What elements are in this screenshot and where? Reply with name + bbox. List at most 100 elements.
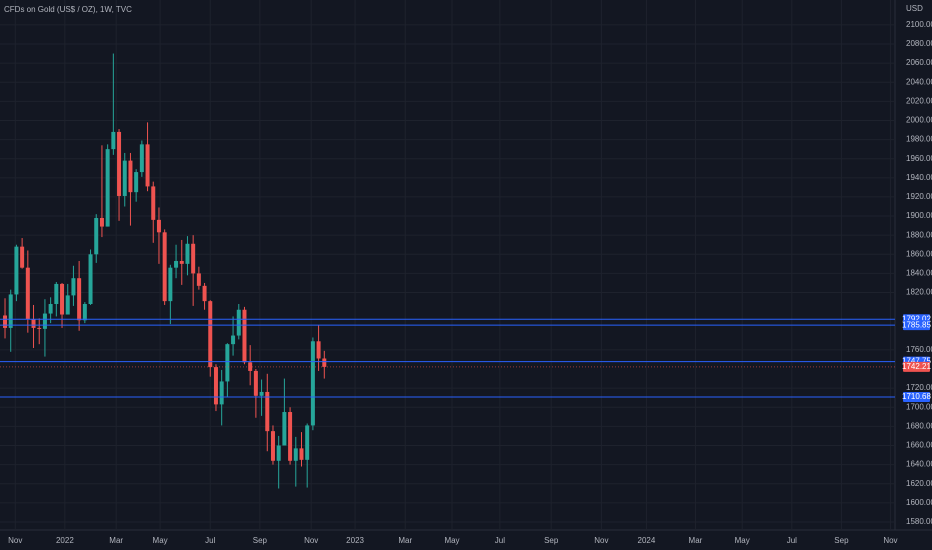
- y-tick-label: 2040.00: [906, 77, 932, 86]
- candle-body: [305, 425, 310, 460]
- x-tick-label: May: [735, 536, 750, 545]
- x-tick-label: Mar: [109, 536, 123, 545]
- level-label: 1747.75: [902, 357, 931, 366]
- candle-body: [259, 391, 264, 396]
- candle-body: [77, 278, 82, 321]
- y-tick-label: 1640.00: [906, 460, 932, 469]
- last-price-label: 1742.21: [902, 362, 931, 371]
- candle-body: [219, 381, 224, 405]
- y-tick-label: 1820.00: [906, 288, 932, 297]
- y-tick-label: 2080.00: [906, 39, 932, 48]
- y-tick-label: 1860.00: [906, 249, 932, 258]
- y-tick-label: 2060.00: [906, 58, 932, 67]
- candle-body: [99, 217, 104, 227]
- y-tick-label: 1940.00: [906, 173, 932, 182]
- level-label-bg: [903, 320, 930, 331]
- x-tick-label: 2024: [638, 536, 656, 545]
- candle-body: [82, 304, 87, 321]
- candle-body: [282, 412, 287, 446]
- candle-body: [20, 246, 25, 268]
- level-label: 1710.68: [902, 392, 931, 401]
- candle-body: [105, 149, 110, 227]
- x-tick-label: Jul: [495, 536, 505, 545]
- candle-body: [71, 278, 76, 296]
- y-tick-label: 1600.00: [906, 498, 932, 507]
- x-tick-label: Nov: [883, 536, 897, 545]
- candle-body: [196, 273, 201, 286]
- y-tick-label: 2100.00: [906, 20, 932, 29]
- level-label: 1792.02: [902, 314, 931, 323]
- x-tick-label: Sep: [544, 536, 559, 545]
- candle-body: [145, 144, 150, 187]
- candle-body: [42, 313, 47, 329]
- candle-body: [174, 260, 179, 268]
- x-tick-label: May: [153, 536, 168, 545]
- y-tick-label: 1620.00: [906, 479, 932, 488]
- x-tick-label: Jul: [205, 536, 215, 545]
- y-tick-label: 1760.00: [906, 345, 932, 354]
- candle-body: [151, 186, 156, 220]
- candle-body: [139, 144, 144, 173]
- candle-body: [288, 412, 293, 461]
- x-tick-label: Sep: [834, 536, 849, 545]
- candle-body: [310, 341, 315, 426]
- candle-body: [37, 327, 42, 329]
- x-tick-label: Nov: [594, 536, 608, 545]
- candle-body: [231, 335, 236, 345]
- candle-body: [242, 309, 247, 363]
- y-tick-label: 2000.00: [906, 116, 932, 125]
- x-tick-label: Sep: [253, 536, 268, 545]
- candle-body: [236, 309, 241, 336]
- candle-body: [265, 391, 270, 432]
- x-tick-label: 2023: [346, 536, 364, 545]
- candle-body: [270, 431, 275, 461]
- y-tick-label: 1880.00: [906, 230, 932, 239]
- candle-body: [208, 301, 213, 368]
- candle-body: [122, 160, 127, 196]
- y-tick-label: 1960.00: [906, 154, 932, 163]
- candle-body: [316, 341, 321, 359]
- candle-body: [48, 304, 53, 314]
- candle-body: [213, 367, 218, 405]
- axes: 1580.00 1600.00 1620.00 1640.00 1660.00 1680.…: [8, 20, 932, 545]
- candle-body: [202, 285, 207, 302]
- candle-body: [54, 283, 59, 305]
- chart-title: CFDs on Gold (US$ / OZ), 1W, TVC: [4, 5, 132, 14]
- y-axis-label: USD: [906, 4, 923, 13]
- y-tick-label: 1920.00: [906, 192, 932, 201]
- y-tick-label: 1660.00: [906, 441, 932, 450]
- y-tick-label: 1840.00: [906, 269, 932, 278]
- last-price-bg: [903, 361, 930, 372]
- candle-body: [94, 217, 99, 255]
- y-tick-label: 1680.00: [906, 421, 932, 430]
- candle-body: [128, 160, 133, 193]
- candle-body: [299, 448, 304, 460]
- level-label: 1785.85: [902, 320, 931, 329]
- x-tick-label: Nov: [304, 536, 318, 545]
- y-tick-label: 2020.00: [906, 96, 932, 105]
- candle-body: [276, 445, 281, 461]
- candle-body: [191, 243, 196, 274]
- candle-body: [253, 370, 258, 396]
- candle-body: [185, 243, 190, 264]
- candle-body: [14, 246, 19, 295]
- candle-body: [88, 254, 93, 305]
- candle-body: [322, 358, 327, 367]
- candle-body: [168, 267, 173, 302]
- y-tick-label: 1900.00: [906, 211, 932, 220]
- x-tick-label: Nov: [8, 536, 22, 545]
- y-tick-label: 1980.00: [906, 135, 932, 144]
- candle-body: [31, 319, 36, 328]
- candle-body: [8, 294, 13, 328]
- y-tick-label: 1580.00: [906, 517, 932, 526]
- plot: [0, 53, 895, 489]
- candle-body: [3, 315, 8, 328]
- candle-body: [156, 219, 161, 233]
- x-tick-label: 2022: [56, 536, 74, 545]
- grid: [0, 0, 895, 530]
- x-tick-label: May: [444, 536, 459, 545]
- candle-body: [117, 131, 122, 196]
- x-tick-label: Jul: [787, 536, 797, 545]
